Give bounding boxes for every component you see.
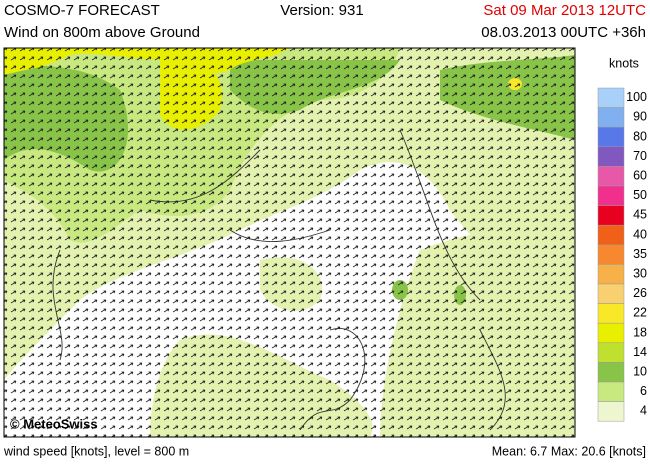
legend-swatch bbox=[597, 205, 625, 226]
legend-title: knots bbox=[609, 56, 639, 70]
legend-swatch bbox=[597, 244, 625, 265]
legend-label: 35 bbox=[633, 247, 647, 261]
legend-label: 45 bbox=[633, 208, 647, 222]
legend-swatch bbox=[597, 87, 625, 108]
valid-time: Sat 09 Mar 2013 12UTC bbox=[483, 2, 646, 19]
footer-left: wind speed [knots], level = 800 m bbox=[3, 444, 189, 458]
legend-label: 22 bbox=[633, 306, 647, 320]
legend-swatch bbox=[597, 381, 625, 402]
legend-label: 90 bbox=[633, 110, 647, 124]
legend-label: 14 bbox=[633, 345, 647, 359]
legend-label: 40 bbox=[633, 227, 647, 241]
title: COSMO-7 FORECAST bbox=[4, 2, 160, 19]
legend-label: 6 bbox=[640, 384, 647, 398]
legend-label: 100 bbox=[626, 90, 647, 104]
legend-label: 26 bbox=[633, 286, 647, 300]
legend-swatch bbox=[597, 185, 625, 206]
subtitle: Wind on 800m above Ground bbox=[4, 24, 200, 41]
legend-swatch bbox=[597, 146, 625, 167]
map: © MeteoSwiss bbox=[4, 48, 575, 437]
legend-swatch bbox=[597, 362, 625, 383]
legend-label: 80 bbox=[633, 129, 647, 143]
legend-swatch bbox=[597, 342, 625, 363]
legend-swatch bbox=[597, 107, 625, 128]
legend-label: 10 bbox=[633, 364, 647, 378]
legend-swatch bbox=[597, 126, 625, 148]
version: Version: 931 bbox=[280, 2, 363, 19]
legend-swatch bbox=[597, 322, 625, 344]
run-time: 08.03.2013 00UTC +36h bbox=[481, 24, 646, 41]
legend-label: 70 bbox=[633, 149, 647, 163]
legend-swatch bbox=[597, 283, 625, 304]
footer-right: Mean: 6.7 Max: 20.6 [knots] bbox=[492, 444, 646, 458]
credit: © MeteoSwiss bbox=[10, 416, 98, 431]
legend-label: 4 bbox=[640, 404, 647, 418]
legend-label: 50 bbox=[633, 188, 647, 202]
legend-label: 30 bbox=[633, 266, 647, 280]
legend-swatch bbox=[597, 224, 625, 246]
legend-label: 60 bbox=[633, 168, 647, 182]
legend-swatch bbox=[597, 303, 625, 324]
legend-swatch bbox=[597, 166, 625, 187]
legend-label: 18 bbox=[633, 325, 647, 339]
legend-swatch bbox=[597, 401, 625, 422]
legend: 100 90 80 70 60 50 45 40 35 30 26 22 18 14 10 6 4 bbox=[597, 87, 647, 422]
legend-swatch bbox=[597, 264, 625, 285]
